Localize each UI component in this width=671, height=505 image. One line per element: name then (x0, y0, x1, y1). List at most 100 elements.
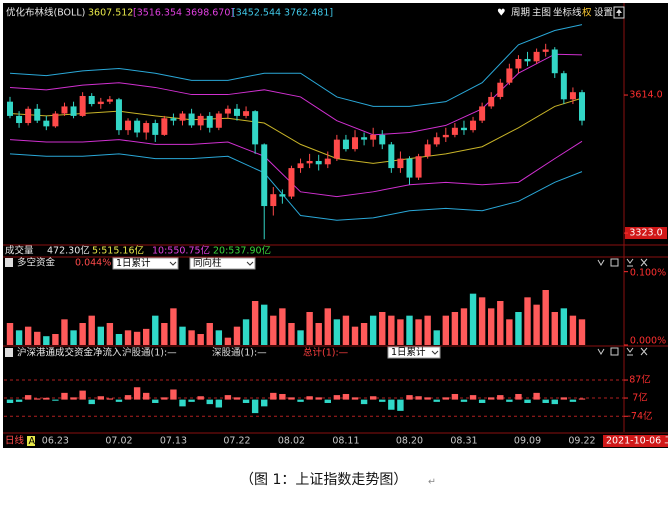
dropdown-text[interactable]: 同向柱 (193, 257, 222, 269)
bar (569, 399, 577, 402)
candle-body (415, 156, 422, 178)
candle-body (34, 108, 41, 121)
candle-body (451, 127, 458, 135)
bar (424, 315, 431, 345)
candle-body (560, 73, 567, 100)
bar (170, 389, 177, 400)
bar (15, 399, 23, 402)
bar (6, 323, 14, 345)
paragraph-mark: ↵ (428, 477, 436, 488)
expand-button[interactable] (613, 6, 625, 19)
icon[interactable] (597, 348, 605, 355)
icon[interactable] (597, 259, 605, 266)
icon[interactable] (626, 347, 634, 356)
volume-label: 成交量 (5, 245, 34, 257)
indicator-value: 3607.512 (88, 8, 133, 19)
candle-body (406, 158, 413, 178)
dropdown-arrow (431, 350, 439, 355)
candle-body (88, 95, 95, 105)
candle-body (143, 123, 150, 133)
icon[interactable] (640, 258, 648, 267)
toolbar-button[interactable]: 周期 (511, 8, 530, 19)
icon[interactable] (640, 347, 648, 356)
candle-body (579, 92, 585, 121)
background (3, 3, 668, 448)
candle-body (270, 194, 277, 207)
candle-body (288, 168, 295, 197)
candle-body (388, 144, 395, 169)
toolbar-button[interactable]: 坐标线 (553, 7, 582, 19)
volume-ma: 5:515.16亿 (92, 245, 144, 257)
panel-title: 多空资金 (17, 257, 56, 269)
help-icon[interactable] (5, 258, 13, 267)
help-icon[interactable] (5, 348, 13, 357)
boll-line (9, 153, 583, 221)
bar (315, 323, 322, 345)
boll-line (9, 97, 583, 164)
bar (124, 395, 132, 400)
dropdown-text[interactable]: 1日累计 (391, 346, 426, 358)
candle-body (170, 118, 177, 121)
bar (506, 399, 513, 402)
icon[interactable] (610, 347, 619, 356)
icon[interactable] (610, 258, 619, 267)
toolbar-button[interactable]: 主图 (532, 7, 551, 19)
bar (324, 399, 331, 403)
toolbar-button[interactable]: 设置 (594, 8, 613, 19)
x-tick-label: 08.20 (396, 436, 423, 447)
bar (152, 315, 159, 345)
dropdown[interactable] (189, 257, 256, 270)
bar (542, 399, 549, 403)
candle-body (433, 137, 440, 145)
bar (315, 397, 322, 400)
bar (206, 323, 213, 345)
bar (224, 337, 232, 345)
legend-item: 沪股通(1):— (122, 347, 177, 359)
candle-body (315, 160, 322, 165)
candle-body (524, 58, 531, 62)
bar (34, 398, 41, 400)
y-tick-label: 87亿 (629, 374, 651, 386)
indicator-value: [3452.544 3762.481] (232, 8, 333, 19)
bar (97, 326, 104, 345)
bar (388, 315, 395, 345)
bar (115, 334, 123, 345)
candle-body (115, 99, 122, 131)
candle-body (134, 120, 141, 133)
bar (569, 315, 577, 345)
bar (306, 396, 313, 400)
bar (424, 397, 431, 400)
candle-body (333, 139, 340, 159)
bar (270, 315, 277, 345)
bar (451, 393, 459, 400)
bar (52, 334, 59, 345)
favorite-icon[interactable]: ♥ (497, 8, 506, 19)
icon[interactable] (626, 258, 634, 267)
bar (133, 387, 141, 400)
dropdown-arrow (169, 261, 177, 266)
auto-icon[interactable] (27, 436, 35, 446)
candle-body (342, 139, 349, 150)
bar (288, 397, 295, 400)
candle-body (397, 158, 404, 169)
bar (215, 399, 223, 408)
expand-icon (616, 9, 622, 16)
period-label[interactable]: 日线 (5, 435, 25, 447)
candle-body (97, 101, 104, 105)
bar (488, 308, 495, 345)
bar (161, 397, 168, 400)
indicator-value: [3516.354 3698.670] (133, 8, 234, 19)
candle-body (542, 49, 549, 52)
bar (478, 297, 486, 345)
bar (43, 336, 50, 345)
y-tick-label: -74亿 (627, 410, 652, 422)
dropdown[interactable] (112, 257, 179, 270)
dropdown-text[interactable]: 1日累计 (116, 257, 151, 269)
dropdown[interactable] (387, 346, 441, 359)
toolbar-button[interactable]: 权 (582, 7, 592, 19)
candle-body (161, 118, 168, 135)
candle-body (25, 108, 32, 124)
y-tick-label: 3323.0 (629, 228, 662, 239)
bar (460, 399, 468, 402)
